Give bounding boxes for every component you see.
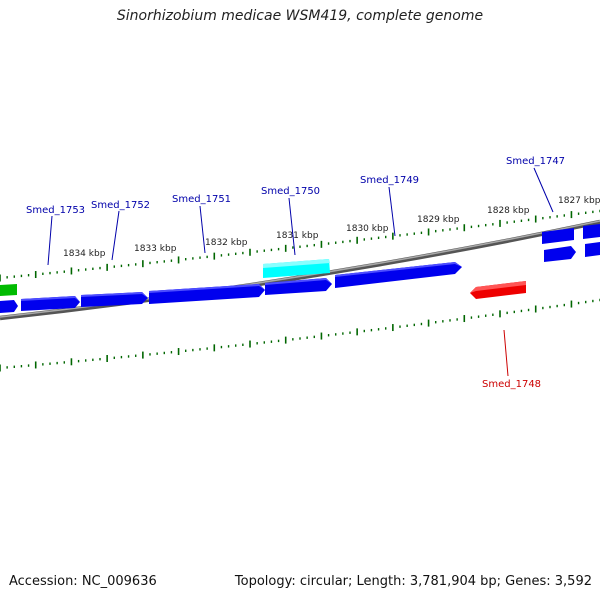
kbp-label: 1831 kbp (276, 231, 319, 241)
kbp-label: 1828 kbp (487, 206, 530, 216)
kbp-label: 1827 kbp (558, 196, 600, 206)
gene-label-smed-1750[interactable]: Smed_1750 (261, 186, 320, 197)
inner-tick-track (0, 298, 600, 372)
genome-backbone (0, 219, 600, 321)
map-title: Sinorhizobium medicae WSM419, complete g… (116, 8, 484, 24)
topology-summary: Topology: circular; Length: 3,781,904 bp… (234, 574, 592, 589)
kbp-label: 1830 kbp (346, 224, 389, 234)
gene-arrow-smed-1750-highlight[interactable] (263, 259, 330, 278)
gene-arrow-smed-1748[interactable] (470, 281, 526, 299)
gene-arrow-green-partial[interactable] (0, 284, 17, 296)
accession-text: Accession: NC_009636 (9, 574, 157, 589)
outer-tick-track (0, 209, 600, 282)
gene-label-smed-1749[interactable]: Smed_1749 (360, 175, 419, 186)
kbp-labels: 1834 kbp 1833 kbp 1832 kbp 1831 kbp 1830… (63, 196, 600, 259)
gene-arrow-smed-1751[interactable] (149, 284, 265, 304)
gene-arrow-smed-1753[interactable] (21, 296, 80, 311)
gene-label-smed-1751[interactable]: Smed_1751 (172, 194, 231, 205)
kbp-label: 1834 kbp (63, 249, 106, 259)
kbp-label: 1832 kbp (205, 238, 248, 248)
gene-label-smed-1752[interactable]: Smed_1752 (91, 200, 150, 211)
label-leaders (47, 167, 554, 377)
gene-arrow-smed-1747[interactable] (542, 224, 600, 262)
gene-arrow-smed-1750-lower[interactable] (265, 278, 332, 295)
gene-label-smed-1748[interactable]: Smed_1748 (482, 379, 541, 390)
kbp-label: 1829 kbp (417, 215, 460, 225)
gene-arrow-smed-1752[interactable] (81, 292, 148, 307)
gene-arrow-left-partial[interactable] (0, 300, 18, 313)
gene-arrow-smed-1749[interactable] (335, 262, 462, 288)
gene-label-smed-1747[interactable]: Smed_1747 (506, 156, 565, 167)
kbp-label: 1833 kbp (134, 244, 177, 254)
gene-label-smed-1753[interactable]: Smed_1753 (26, 205, 85, 216)
